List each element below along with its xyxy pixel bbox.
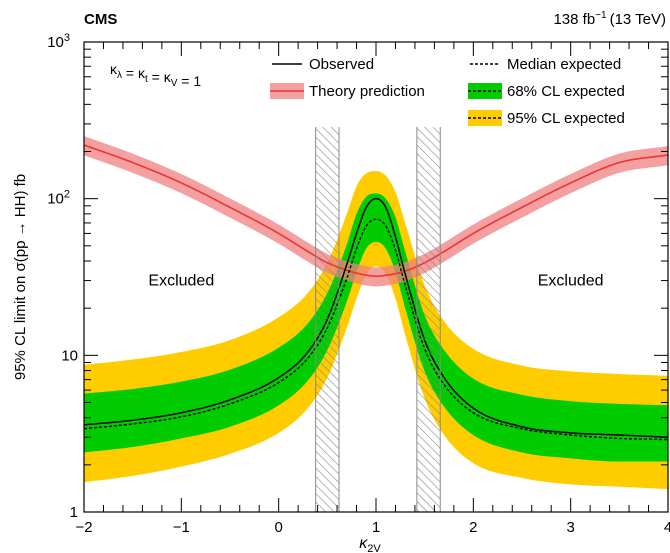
x-axis-subscript: 2V <box>367 543 381 553</box>
energy-value: (13 TeV) <box>610 11 666 28</box>
excluded-label-2: Excluded <box>538 273 604 290</box>
x-tick-label: 4 <box>664 519 670 536</box>
lumi-value: 138 fb <box>553 11 595 28</box>
x-tick-label: 1 <box>372 519 380 536</box>
y-tick-label: 10 <box>61 347 78 364</box>
plot-area: Excluded Excluded <box>84 127 668 512</box>
theory-line <box>84 144 668 277</box>
x-axis-symbol: κ <box>359 535 368 552</box>
annotation: κλ = κt = κV = 1 <box>110 61 201 89</box>
x-tick-label: 2 <box>469 519 477 536</box>
x-tick-label: −1 <box>173 519 190 536</box>
legend-label-theory: Theory prediction <box>309 83 425 100</box>
legend: Observed Median expected Theory prediction… <box>270 56 625 127</box>
exclusion-boundary-hatch-1 <box>315 127 340 512</box>
luminosity-label: 138 fb−1 (13 TeV) <box>553 10 666 28</box>
experiment-label: CMS <box>84 11 117 28</box>
x-tick-label: 3 <box>566 519 574 536</box>
legend-label-observed: Observed <box>309 56 374 73</box>
exclusion-boundary-hatch-2 <box>416 127 441 512</box>
band-68-expected <box>84 193 668 462</box>
legend-label-band95: 95% CL expected <box>507 110 625 127</box>
x-tick-label: −2 <box>75 519 92 536</box>
x-axis-label: κ2V <box>359 535 381 553</box>
y-tick-label: 1 <box>70 504 78 521</box>
lumi-exponent: −1 <box>595 10 607 21</box>
header: CMS 138 fb−1 (13 TeV) <box>84 10 666 28</box>
legend-label-band68: 68% CL expected <box>507 83 625 100</box>
x-tick-label: 0 <box>274 519 282 536</box>
legend-label-median: Median expected <box>507 56 621 73</box>
axes: −2 −1 0 1 2 3 4 1 10 102 103 <box>47 32 670 536</box>
coupling-annotation: κλ = κt = κV = 1 <box>110 61 201 89</box>
excluded-label-1: Excluded <box>148 273 214 290</box>
y-tick-label: 103 <box>47 32 70 51</box>
median-expected-line <box>84 218 668 441</box>
observed-line <box>84 197 668 438</box>
y-tick-label: 102 <box>47 189 70 208</box>
y-axis-label: 95% CL limit on σ(pp → HH) fb <box>12 174 29 380</box>
